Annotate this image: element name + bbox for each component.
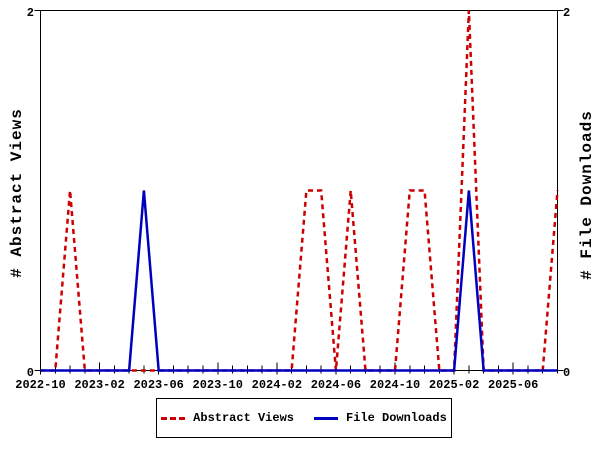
y-tick-label-left-top: 2 (27, 6, 34, 20)
x-axis-tick-label: 2024-02 (252, 378, 302, 392)
legend-item-abstract-views: Abstract Views (161, 411, 294, 425)
file-downloads-line (40, 190, 558, 372)
right-axis-title: # File Downloads (578, 110, 596, 280)
x-axis-tick-label: 2022-10 (15, 378, 65, 392)
y-tick-label-right-top: 2 (563, 6, 570, 20)
y-tick-label-left-bottom: 0 (27, 366, 34, 380)
legend: Abstract Views File Downloads (156, 398, 452, 438)
x-axis-tick-label: 2025-06 (488, 378, 538, 392)
dash-segment (161, 416, 168, 420)
x-axis-tick-label: 2025-02 (429, 378, 479, 392)
abstract-views-legend-swatch (161, 416, 186, 420)
x-axis-tick-label: 2023-06 (133, 378, 183, 392)
x-axis-tick-label: 2024-06 (311, 378, 361, 392)
dash-segment (170, 416, 177, 420)
x-axis-tick-label: 2024-10 (370, 378, 420, 392)
legend-label-file-downloads: File Downloads (346, 411, 447, 425)
legend-label-abstract-views: Abstract Views (193, 411, 294, 425)
x-axis-tick-label: 2023-02 (74, 378, 124, 392)
legend-item-file-downloads: File Downloads (314, 411, 447, 425)
file-downloads-legend-swatch (314, 416, 338, 420)
y-tick-label-right-bottom: 0 (563, 366, 570, 380)
left-axis-title: # Abstract Views (8, 108, 26, 278)
dash-segment (179, 416, 186, 420)
x-axis-tick-label: 2023-10 (193, 378, 243, 392)
